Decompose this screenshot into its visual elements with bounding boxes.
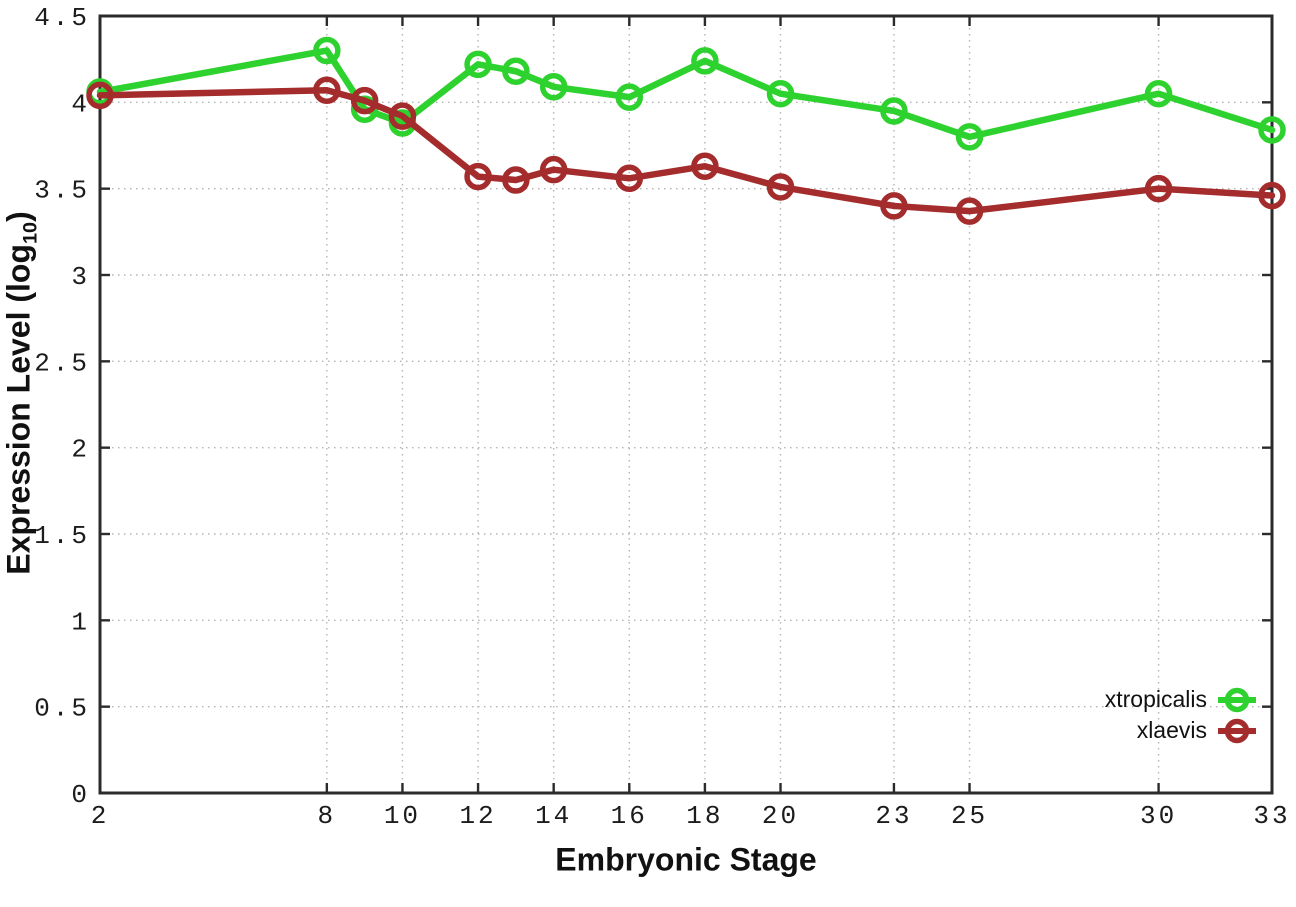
legend-label-xtropicalis: xtropicalis (1104, 686, 1207, 712)
y-tick-label: 2.5 (34, 348, 90, 378)
x-tick-label: 14 (535, 801, 572, 831)
data-point-xtropicalis (1258, 116, 1286, 144)
legend-marker-xlaevis-icon (1218, 718, 1256, 743)
x-tick-label: 10 (384, 801, 421, 831)
data-point-xlaevis (880, 192, 908, 220)
data-point-xtropicalis (766, 79, 795, 108)
y-axis-title: Expression Level (log10) (0, 211, 42, 575)
data-point-xlaevis (539, 155, 568, 184)
data-point-xtropicalis (313, 36, 341, 65)
y-tick-label: 1 (71, 607, 90, 637)
y-tick-label: 3 (71, 262, 90, 292)
data-point-xlaevis (1258, 181, 1286, 210)
y-tick-label: 2 (71, 435, 90, 465)
x-tick-label: 25 (951, 801, 988, 831)
x-tick-label: 20 (762, 801, 799, 831)
data-point-xlaevis (955, 197, 984, 225)
y-axis-title-text: Expression Level (log (0, 243, 37, 575)
x-tick-label: 8 (318, 801, 337, 831)
x-tick-label: 2 (91, 801, 110, 831)
x-tick-label: 16 (611, 801, 648, 831)
data-point-xtropicalis (502, 57, 530, 86)
data-point-xlaevis (350, 86, 379, 115)
data-point-xlaevis (388, 102, 417, 130)
x-tick-label: 18 (686, 801, 723, 831)
x-tick-label: 30 (1140, 801, 1177, 831)
data-point-xlaevis (1144, 174, 1173, 203)
data-point-xtropicalis (955, 123, 984, 151)
data-point-xlaevis (86, 81, 114, 110)
data-point-xtropicalis (539, 73, 568, 101)
legend-label-xlaevis: xlaevis (1136, 717, 1207, 743)
legend: xtropicalis xlaevis (1105, 684, 1256, 746)
legend-item-xtropicalis: xtropicalis (1105, 684, 1256, 715)
y-tick-label: 4.5 (34, 3, 90, 33)
plot-border (98, 14, 1274, 795)
y-tick-label: 3.5 (34, 176, 90, 206)
x-tick-label: 33 (1253, 801, 1290, 831)
x-axis-title: Embryonic Stage (555, 841, 817, 878)
data-point-xlaevis (766, 173, 795, 201)
data-point-xlaevis (464, 162, 492, 191)
y-axis-title-close: ) (0, 211, 37, 222)
legend-marker-xtropicalis-icon (1218, 687, 1256, 712)
legend-item-xlaevis: xlaevis (1105, 715, 1256, 746)
x-tick-label: 23 (875, 801, 912, 831)
data-point-xtropicalis (464, 50, 492, 79)
data-point-xtropicalis (691, 47, 719, 75)
y-axis-title-subscript: 10 (19, 221, 42, 244)
y-tick-label: 0 (71, 780, 90, 810)
data-point-xlaevis (313, 76, 341, 104)
data-point-xlaevis (691, 152, 719, 180)
y-tick-label: 0.5 (34, 694, 90, 724)
data-point-xtropicalis (1144, 79, 1173, 108)
data-point-xlaevis (615, 164, 644, 193)
y-tick-label: 1.5 (34, 521, 90, 551)
data-point-xlaevis (502, 166, 530, 194)
y-tick-label: 4 (71, 89, 90, 119)
x-tick-label: 12 (459, 801, 496, 831)
data-point-xtropicalis (880, 97, 908, 125)
data-point-xtropicalis (615, 83, 644, 111)
